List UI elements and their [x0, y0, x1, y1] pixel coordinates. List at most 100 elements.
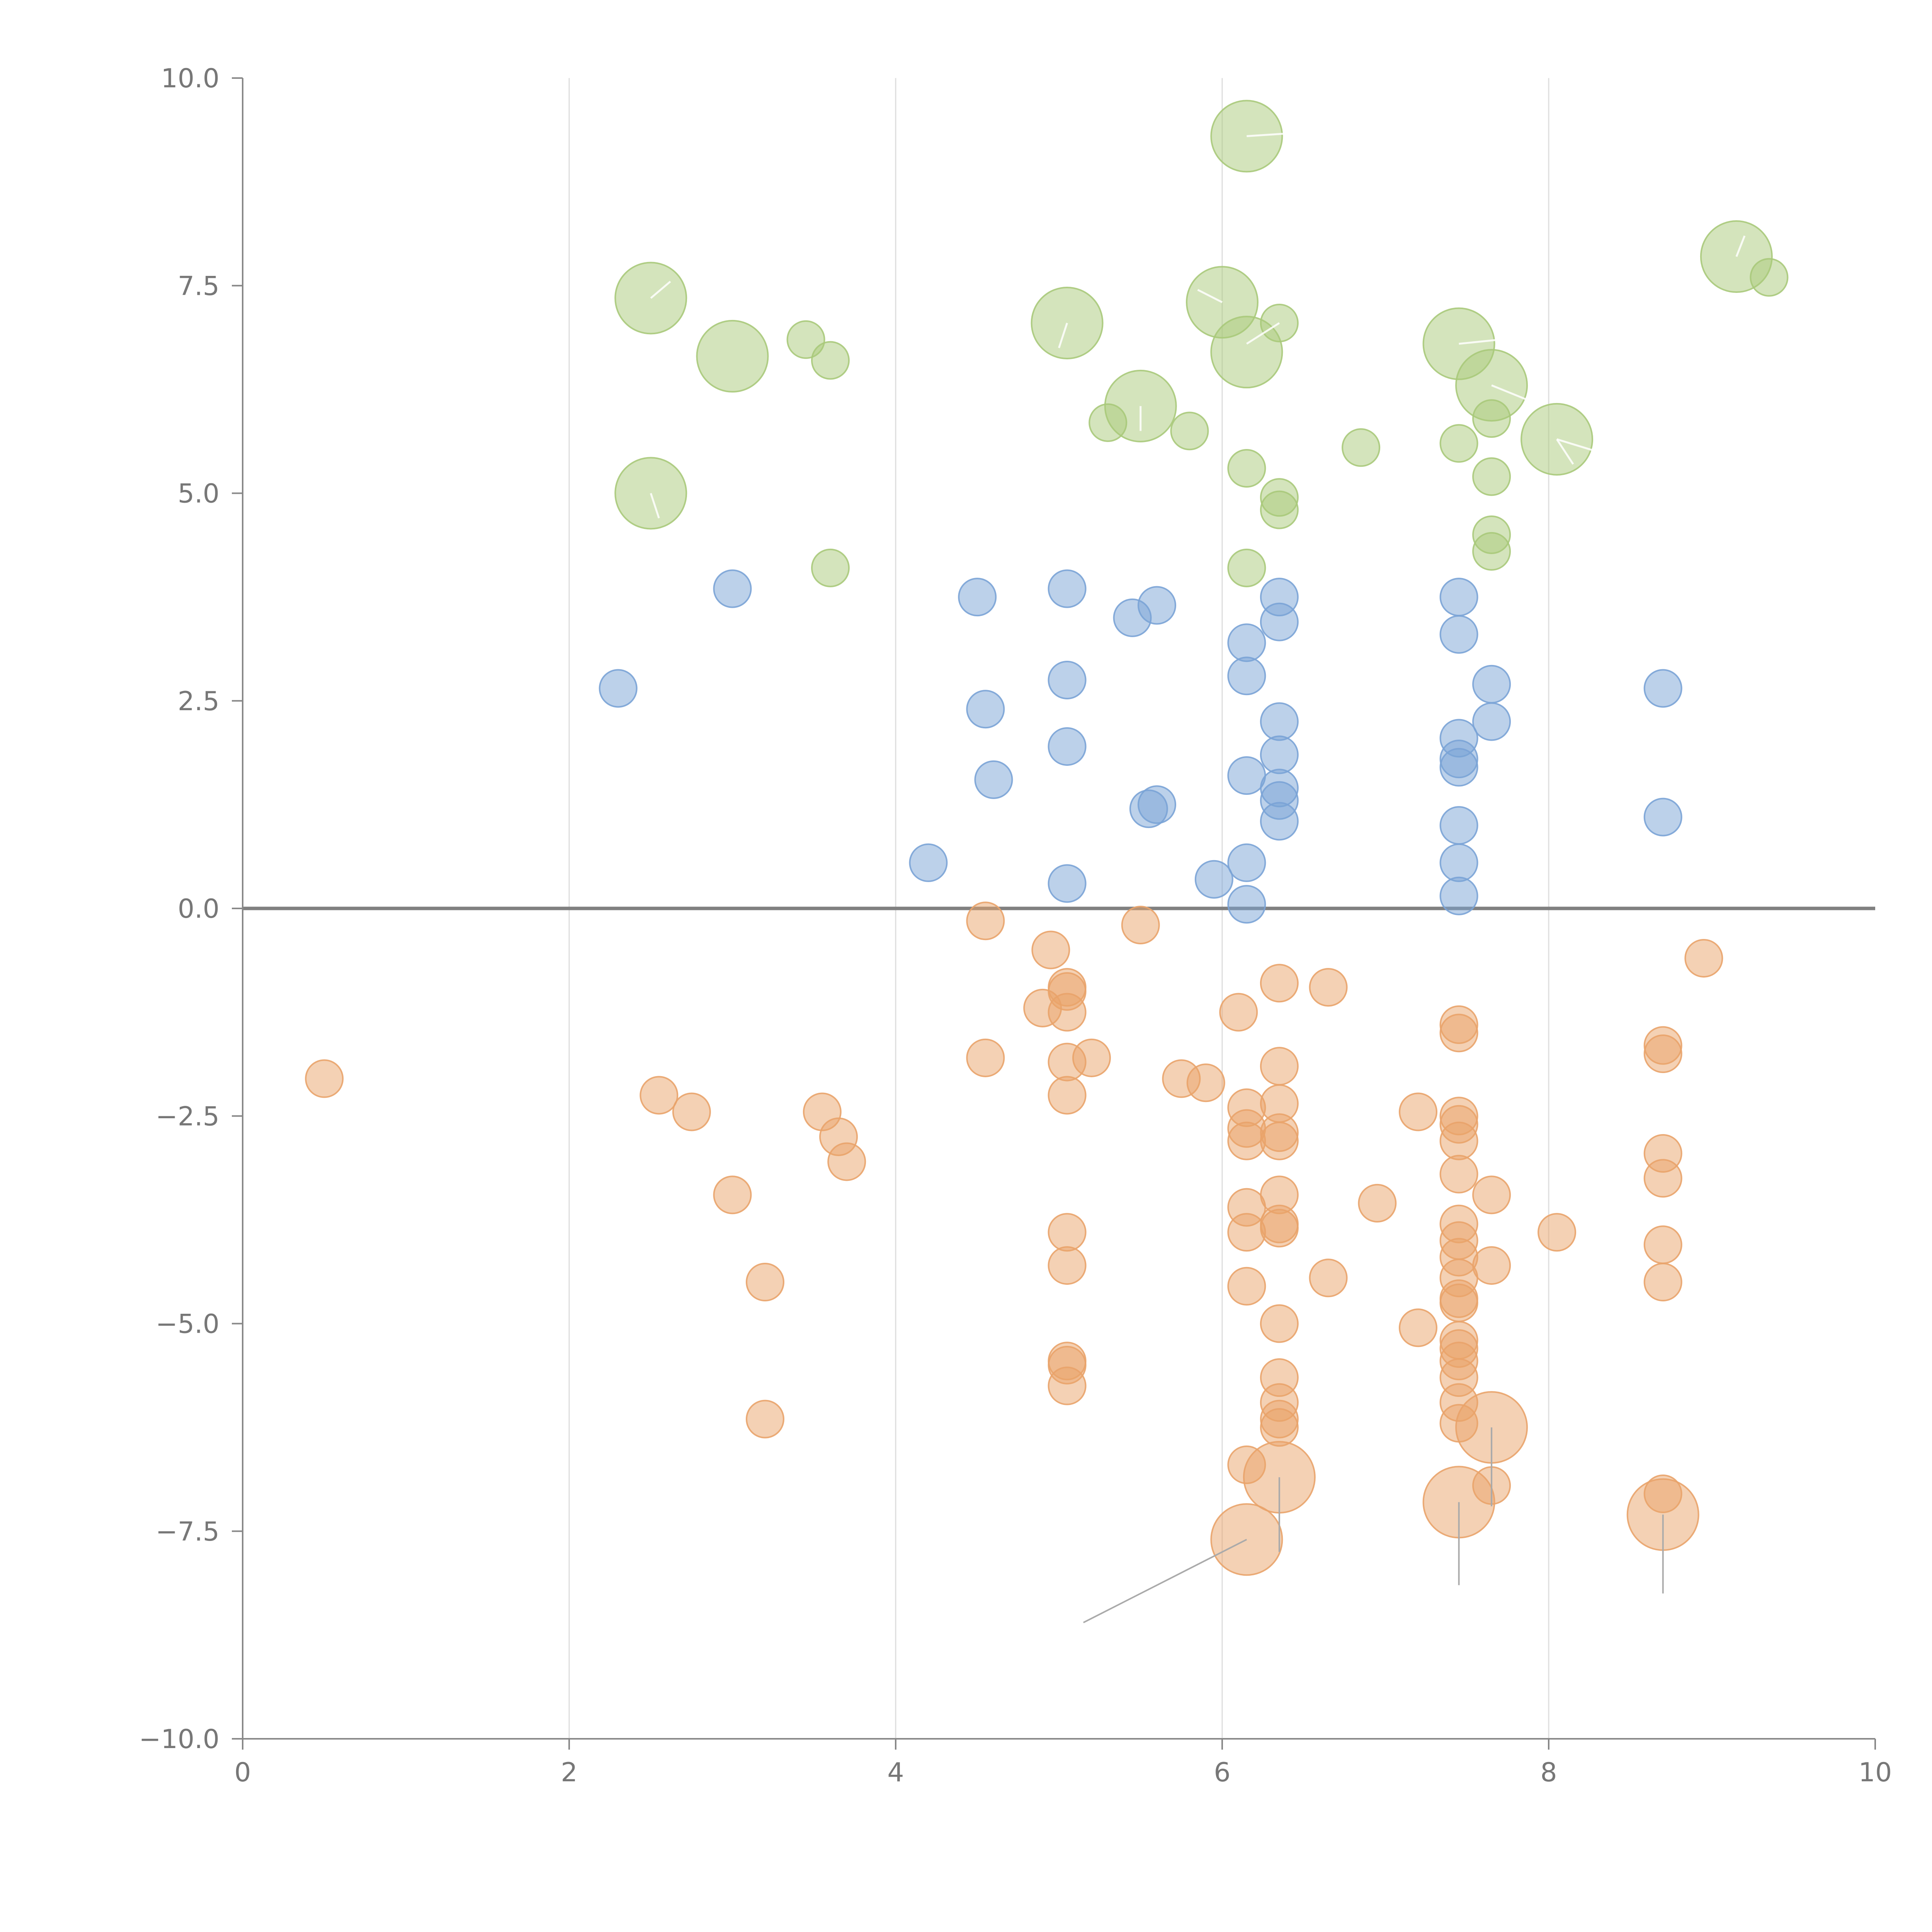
orange-point — [1439, 1283, 1478, 1322]
blue-point — [974, 760, 1013, 799]
orange-point — [746, 1400, 784, 1439]
green-point — [1088, 403, 1128, 442]
orange-point — [1031, 930, 1070, 969]
orange-point — [1048, 1246, 1087, 1285]
x-tick-label: 8 — [1540, 1757, 1557, 1788]
green-point — [1227, 548, 1266, 587]
blue-point — [713, 569, 752, 608]
orange-point — [1048, 1076, 1087, 1115]
x-tick-label: 0 — [234, 1757, 251, 1788]
blue-point — [1643, 669, 1682, 708]
orange-point — [1399, 1092, 1437, 1131]
y-tick-label: 10.0 — [161, 63, 219, 94]
green-point — [1439, 424, 1478, 463]
label-leader-line — [1246, 322, 1280, 345]
label-leader-line — [1556, 439, 1574, 465]
green-point — [1750, 258, 1789, 297]
green-point — [1227, 449, 1266, 488]
orange-point — [1048, 993, 1087, 1032]
x-tick-label: 6 — [1214, 1757, 1230, 1788]
blue-point — [1227, 756, 1266, 795]
orange-point — [1537, 1213, 1577, 1252]
blue-point — [1260, 802, 1299, 841]
orange-point — [1260, 964, 1299, 1003]
orange-point — [1399, 1308, 1437, 1347]
orange-point — [639, 1076, 679, 1115]
blue-point — [1439, 876, 1478, 915]
orange-point — [713, 1175, 752, 1214]
orange-point — [1439, 1155, 1478, 1194]
label-leader-line — [1247, 133, 1284, 137]
blue-point — [1227, 885, 1266, 924]
green-point — [811, 341, 850, 380]
label-leader-line — [1058, 323, 1068, 349]
y-tick-label: 2.5 — [178, 686, 219, 717]
orange-point — [1219, 993, 1258, 1032]
label-leader-line — [1083, 1539, 1247, 1623]
orange-point — [1260, 1121, 1299, 1160]
blue-point — [966, 690, 1005, 729]
blue-point — [1260, 602, 1299, 641]
green-point — [1170, 412, 1209, 451]
blue-point — [599, 669, 638, 708]
x-tick-label: 4 — [887, 1757, 904, 1788]
orange-point — [1309, 1259, 1348, 1298]
blue-point — [1439, 578, 1478, 617]
blue-point — [1260, 702, 1299, 741]
orange-point — [966, 1038, 1005, 1077]
x-tick-label: 10 — [1859, 1757, 1892, 1788]
y-tick-label: 5.0 — [178, 479, 219, 509]
y-tick-label: −7.5 — [156, 1517, 219, 1547]
orange-point — [1472, 1175, 1511, 1214]
orange-point — [1684, 939, 1723, 978]
orange-point — [746, 1263, 784, 1302]
blue-point — [1048, 727, 1087, 766]
label-leader-line — [1735, 235, 1746, 257]
blue-point — [1227, 843, 1266, 882]
orange-point — [1439, 1121, 1478, 1160]
blue-point — [1439, 748, 1478, 787]
blue-point — [1439, 806, 1478, 845]
y-tick-label: 0.0 — [178, 894, 219, 924]
orange-point — [305, 1059, 344, 1098]
orange-point — [1260, 1408, 1299, 1447]
green-point — [1472, 532, 1511, 571]
orange-point — [1358, 1184, 1397, 1223]
orange-point — [1472, 1246, 1511, 1285]
blue-point — [1439, 615, 1478, 654]
orange-point — [1260, 1047, 1299, 1086]
green-point — [1342, 428, 1381, 467]
orange-point — [1227, 1267, 1266, 1306]
orange-point — [1186, 1063, 1225, 1102]
orange-point — [1260, 1304, 1299, 1343]
green-point — [1260, 490, 1299, 529]
blue-point — [1227, 656, 1266, 696]
blue-point — [1048, 864, 1087, 903]
y-tick-label: −10.0 — [139, 1724, 219, 1755]
blue-point — [1472, 665, 1511, 704]
orange-point — [1643, 1225, 1682, 1264]
orange-point — [1121, 905, 1160, 944]
orange-point — [1643, 1159, 1682, 1198]
green-point — [1472, 399, 1511, 438]
blue-point — [1472, 702, 1511, 741]
blue-point — [1129, 789, 1168, 828]
green-point — [811, 548, 850, 587]
y-tick-label: 7.5 — [178, 271, 219, 301]
orange-point — [1309, 968, 1348, 1007]
orange-point — [827, 1142, 866, 1181]
blue-point — [1439, 843, 1478, 882]
x-tick-label: 2 — [561, 1757, 577, 1788]
orange-point — [1643, 1034, 1682, 1073]
orange-point — [1643, 1263, 1682, 1302]
label-leader-line — [1491, 384, 1533, 403]
green-point — [696, 320, 769, 393]
orange-point — [1048, 1213, 1087, 1252]
orange-point — [1227, 1121, 1266, 1160]
label-leader-line — [650, 281, 671, 299]
orange-point — [1439, 1014, 1478, 1053]
label-leader-line — [1556, 438, 1598, 453]
blue-point — [1643, 798, 1682, 837]
label-leader-line — [1459, 338, 1500, 345]
